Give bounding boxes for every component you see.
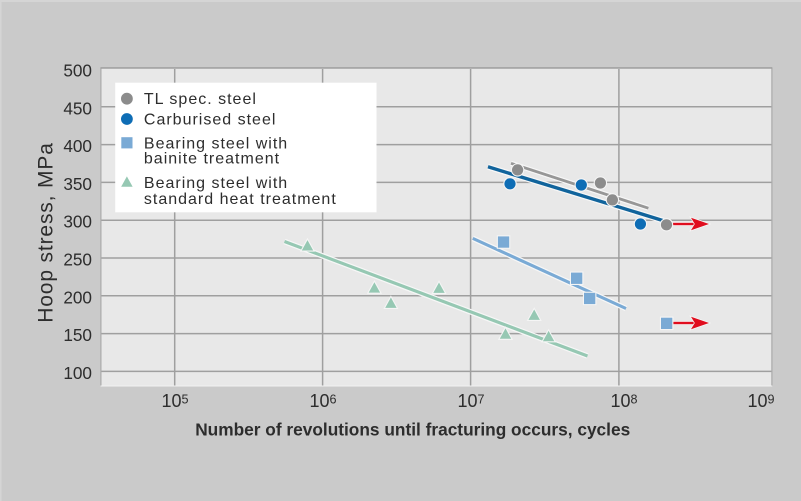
svg-text:109: 109	[747, 391, 774, 411]
svg-text:100: 100	[63, 363, 92, 383]
svg-text:bainite treatment: bainite treatment	[144, 151, 280, 168]
svg-text:200: 200	[63, 287, 92, 307]
svg-text:Bearing steel with: Bearing steel with	[144, 175, 288, 192]
svg-text:350: 350	[63, 174, 92, 194]
svg-text:500: 500	[63, 61, 92, 81]
svg-text:Hoop stress, MPa: Hoop stress, MPa	[34, 142, 57, 323]
svg-text:standard heat treatment: standard heat treatment	[144, 191, 337, 208]
svg-text:150: 150	[63, 325, 92, 345]
svg-text:Bearing steel with: Bearing steel with	[144, 135, 288, 152]
svg-text:108: 108	[610, 391, 637, 411]
svg-text:106: 106	[309, 391, 336, 411]
svg-text:107: 107	[457, 391, 484, 411]
svg-text:105: 105	[161, 391, 188, 411]
svg-text:450: 450	[63, 98, 92, 118]
svg-text:TL spec. steel: TL spec. steel	[144, 91, 257, 108]
svg-text:400: 400	[63, 136, 92, 156]
svg-text:Number of revolutions until fr: Number of revolutions until fracturing o…	[195, 420, 630, 440]
svg-text:250: 250	[63, 250, 92, 270]
svg-text:Carburised steel: Carburised steel	[144, 111, 277, 128]
svg-text:300: 300	[63, 212, 92, 232]
